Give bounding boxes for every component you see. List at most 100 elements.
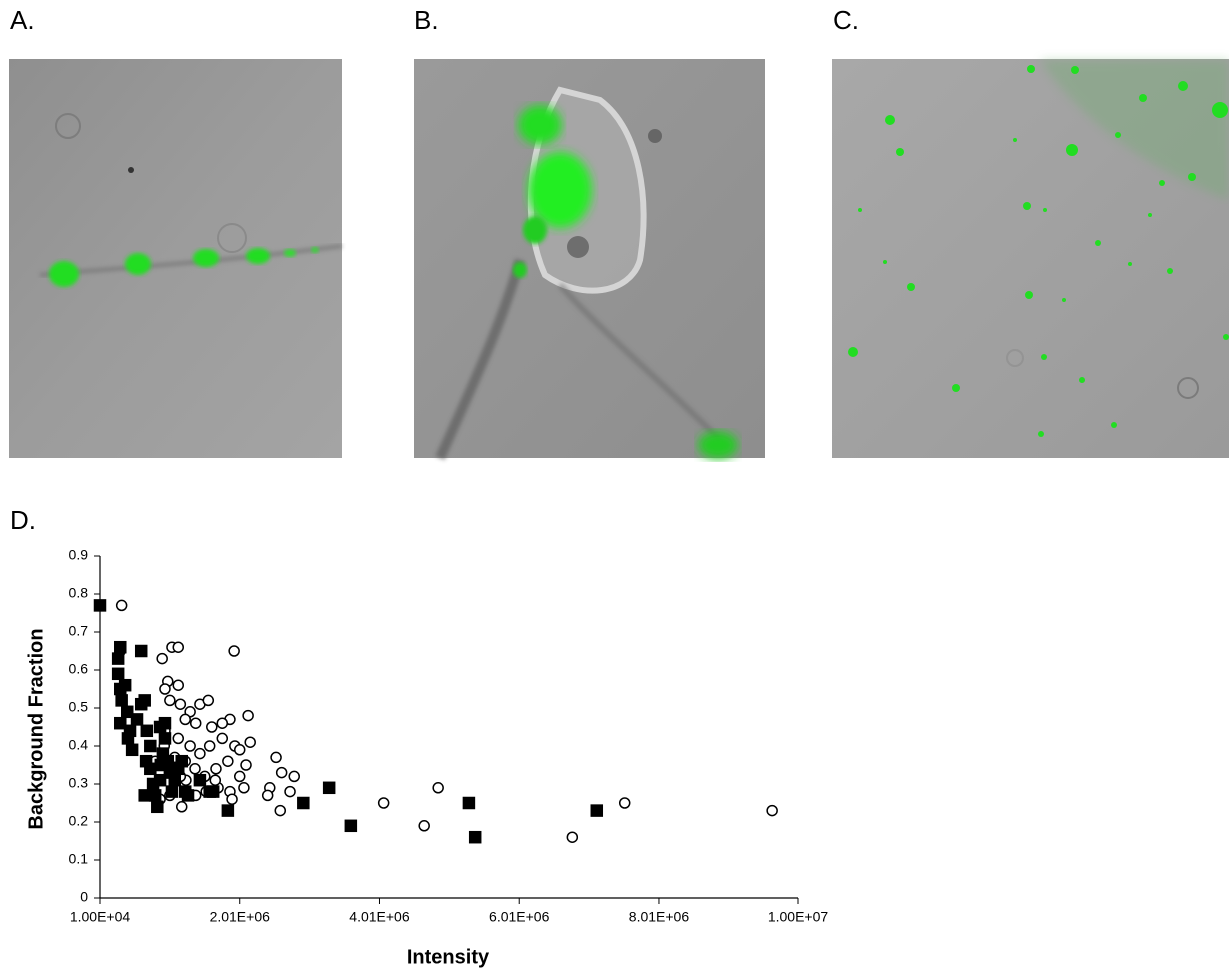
- point: [284, 785, 296, 798]
- point: [766, 804, 778, 817]
- point: [118, 678, 132, 692]
- point: [168, 773, 182, 787]
- point: [175, 801, 188, 813]
- point: [274, 804, 287, 817]
- point: [161, 754, 175, 768]
- y-axis-title: Background Fraction: [25, 628, 47, 829]
- x-tick-label: 2.01E+06: [210, 909, 271, 925]
- x-tick-label: 6.01E+06: [489, 909, 550, 925]
- point: [275, 766, 288, 779]
- panel-label: B.: [414, 5, 439, 35]
- point: [93, 599, 107, 612]
- point: [297, 796, 310, 810]
- point: [115, 599, 128, 612]
- point: [242, 709, 254, 722]
- point: [210, 763, 222, 775]
- point: [181, 789, 195, 802]
- point: [270, 751, 282, 764]
- micrograph-a: [9, 59, 343, 458]
- point: [111, 667, 125, 681]
- point: [115, 694, 128, 707]
- point: [111, 652, 125, 665]
- x-axis-title: Intensity: [407, 946, 490, 968]
- point: [156, 652, 168, 665]
- point: [222, 755, 234, 767]
- point: [221, 804, 235, 817]
- point: [165, 785, 179, 798]
- point: [151, 800, 164, 814]
- point: [462, 796, 476, 810]
- point: [203, 740, 216, 752]
- point: [130, 713, 144, 726]
- point: [238, 782, 250, 794]
- point: [121, 732, 135, 745]
- point: [189, 717, 202, 729]
- point: [618, 797, 631, 809]
- point: [590, 804, 604, 817]
- point: [158, 732, 172, 745]
- point: [172, 732, 185, 745]
- y-tick-label: 0.6: [69, 661, 89, 677]
- y-tick-label: 0.4: [69, 737, 89, 753]
- y-tick-label: 0.3: [69, 775, 89, 791]
- point: [138, 789, 151, 802]
- point: [158, 716, 172, 730]
- point: [206, 785, 220, 798]
- point: [114, 716, 127, 730]
- point: [184, 740, 196, 752]
- point: [566, 831, 579, 843]
- y-tick-label: 0.9: [69, 547, 89, 563]
- micrograph-b: [414, 59, 765, 461]
- point: [159, 683, 171, 695]
- point: [468, 830, 482, 844]
- point: [140, 724, 154, 738]
- point: [344, 819, 358, 833]
- panel-label: C.: [833, 5, 859, 35]
- point: [120, 705, 134, 719]
- series: [114, 599, 778, 843]
- point: [179, 713, 191, 726]
- point: [377, 797, 390, 809]
- x-tick-label: 4.01E+06: [349, 909, 410, 925]
- point: [164, 694, 176, 707]
- point: [206, 721, 218, 733]
- point: [209, 774, 222, 786]
- point: [153, 773, 167, 787]
- point: [288, 770, 300, 783]
- point: [244, 736, 256, 748]
- point: [233, 770, 246, 783]
- point: [322, 781, 336, 795]
- x-tick-label: 1.00E+04: [70, 909, 131, 925]
- point: [134, 644, 148, 658]
- y-tick-label: 0.5: [69, 699, 89, 715]
- point: [174, 698, 187, 710]
- point: [114, 640, 127, 654]
- point: [144, 762, 157, 776]
- point: [172, 641, 185, 653]
- micrograph-c: [832, 59, 1229, 458]
- y-tick-label: 0: [80, 889, 88, 905]
- point: [138, 694, 151, 707]
- point: [172, 679, 185, 691]
- point: [144, 739, 157, 753]
- point: [125, 743, 139, 757]
- point: [194, 747, 206, 760]
- point: [148, 789, 162, 802]
- point: [216, 732, 229, 745]
- point: [193, 773, 207, 787]
- point: [202, 694, 215, 707]
- y-tick-label: 0.8: [69, 585, 89, 601]
- y-tick-label: 0.7: [69, 623, 89, 639]
- point: [189, 763, 201, 775]
- y-tick-label: 0.1: [69, 851, 89, 867]
- series: [93, 599, 604, 844]
- point: [226, 793, 238, 805]
- panel-label: A.: [10, 5, 35, 35]
- point: [432, 782, 444, 794]
- point: [233, 744, 246, 756]
- point: [261, 789, 274, 802]
- panel-label: D.: [10, 505, 36, 535]
- x-tick-label: 1.00E+07: [768, 909, 829, 925]
- point: [175, 754, 188, 768]
